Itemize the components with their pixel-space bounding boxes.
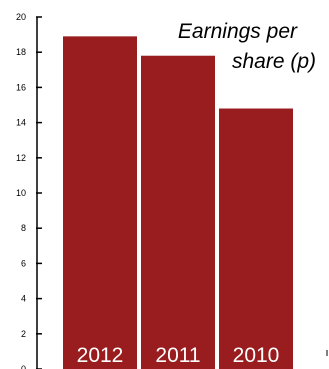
y-tick-label: 14	[16, 118, 26, 128]
y-tick-label: 10	[16, 188, 26, 198]
bar-labels: 2012 2011 2010	[77, 344, 280, 367]
y-tick-label: 0	[21, 364, 26, 369]
y-tick-label: 20	[16, 12, 26, 22]
y-tick-label: 18	[16, 47, 26, 57]
bar-label-2010: 2010	[233, 344, 280, 367]
bar-2010	[219, 108, 293, 369]
bars	[63, 36, 293, 369]
y-tick-label: 6	[21, 258, 26, 268]
y-tick-label: 2	[21, 329, 26, 339]
y-tick-label: 8	[21, 223, 26, 233]
y-tick-label: 16	[16, 82, 26, 92]
bar-2011	[141, 55, 215, 369]
chart-title: Earnings per share (p)	[178, 20, 316, 73]
chart-title-line-2: share (p)	[232, 50, 316, 73]
y-tick-label: 12	[16, 153, 26, 163]
y-tick-label: 4	[21, 294, 26, 304]
bar-label-2011: 2011	[155, 344, 200, 367]
bar-label-2012: 2012	[77, 344, 124, 367]
y-axis: 0 2 4 6 8 10 12 14 16 18 20	[16, 12, 42, 369]
bar-2012	[63, 36, 137, 369]
chart-title-line-1: Earnings per	[178, 20, 298, 43]
